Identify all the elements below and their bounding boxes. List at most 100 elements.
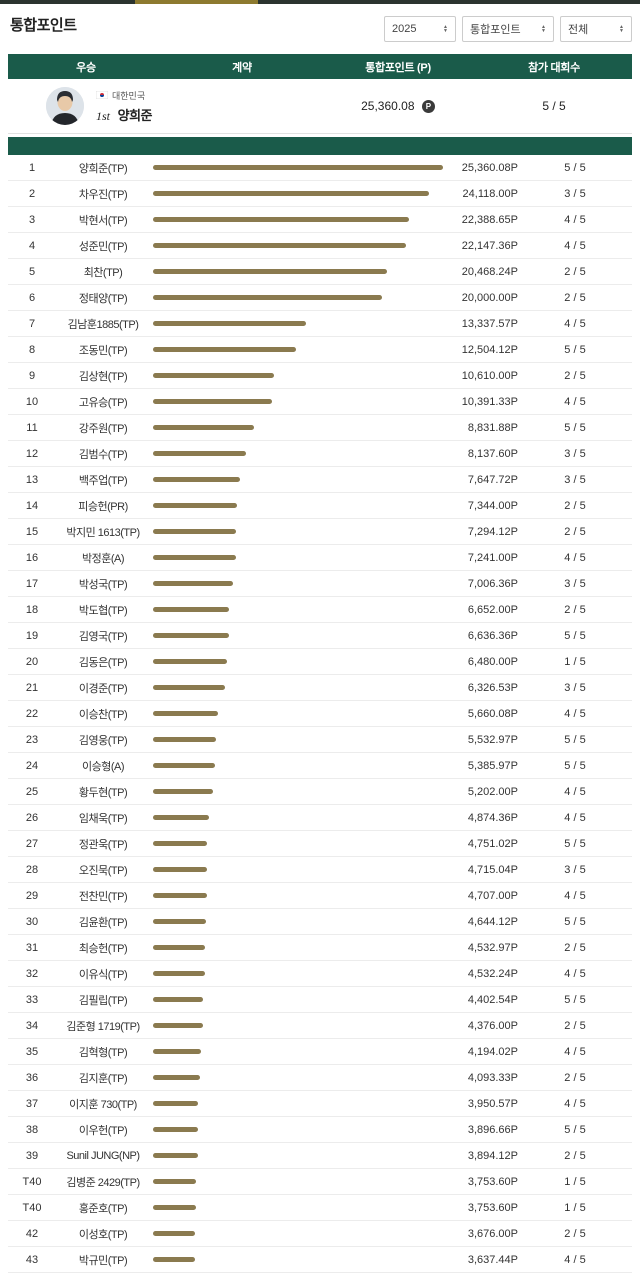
player-name-cell: 이유식(TP) [78,968,128,981]
points-cell: 7,344.00P [467,499,518,512]
player-name-cell: 최찬(TP) [83,266,123,279]
points-bar [153,789,213,794]
events-count-cell: 5 / 5 [564,993,586,1006]
player-name-cell: 김준형 1719(TP) [66,1020,140,1033]
rank-cell: 10 [25,395,39,408]
table-row: 37 이지훈 730(TP) 3,950.57P 4 / 5 [8,1091,632,1117]
points-bar [153,867,207,872]
events-count-cell: 5 / 5 [564,915,586,928]
points-bar-track [150,1153,452,1158]
events-count-cell: 4 / 5 [564,213,586,226]
points-cell: 22,388.65P [461,213,518,226]
player-name-cell: 박현서(TP) [78,214,128,227]
table-row: 22 이승찬(TP) 5,660.08P 4 / 5 [8,701,632,727]
points-cell: 6,326.53P [467,681,518,694]
points-cell: 3,637.44P [467,1253,518,1266]
points-bar [153,529,237,534]
top-nav-strip [0,0,640,4]
table-row: 10 고유승(TP) 10,391.33P 4 / 5 [8,389,632,415]
column-header-3: 참가 대회수 [528,61,580,74]
points-bar-track [150,243,452,248]
points-bar-track [150,399,452,404]
points-bar [153,685,226,690]
player-name-cell: 이승찬(TP) [78,708,128,721]
points-cell: 4,093.33P [467,1071,518,1084]
player-name-cell: 박성국(TP) [78,578,128,591]
rank-cell: 15 [25,525,39,538]
events-count-cell: 2 / 5 [564,265,586,278]
rank-cell: 28 [25,863,39,876]
player-name-cell: 박규민(TP) [78,1254,128,1267]
rank-cell: 24 [25,759,39,772]
points-cell: 4,874.36P [467,811,518,824]
featured-events-cell: 5 / 5 [542,99,566,113]
events-count-cell: 4 / 5 [564,889,586,902]
points-bar-track [150,347,452,352]
table-row: 3 박현서(TP) 22,388.65P 4 / 5 [8,207,632,233]
rank-cell: 32 [25,967,39,980]
events-count-cell: 1 / 5 [564,655,586,668]
filter-select-2[interactable]: 전체 ▲ ▼ [560,16,632,42]
events-count-cell: 2 / 5 [564,603,586,616]
points-cell: 3,753.60P [467,1175,518,1188]
points-bar-track [150,893,452,898]
events-count-cell: 4 / 5 [564,967,586,980]
table-row: 27 정관욱(TP) 4,751.02P 5 / 5 [8,831,632,857]
table-row: 19 김영국(TP) 6,636.36P 5 / 5 [8,623,632,649]
rank-cell: 14 [25,499,39,512]
events-count-cell: 5 / 5 [564,161,586,174]
player-name-cell: 김동은(TP) [78,656,128,669]
points-cell: 6,480.00P [467,655,518,668]
points-bar [153,711,218,716]
points-cell: 4,644.12P [467,915,518,928]
points-bar-track [150,1075,452,1080]
rank-cell: 21 [25,681,39,694]
player-name-cell: 이지훈 730(TP) [69,1098,137,1111]
player-name-cell: 정관욱(TP) [78,838,128,851]
events-count-cell: 5 / 5 [564,837,586,850]
filter-selected-value: 통합포인트 [470,24,521,36]
table-row: 34 김준형 1719(TP) 4,376.00P 2 / 5 [8,1013,632,1039]
table-row: 36 김지훈(TP) 4,093.33P 2 / 5 [8,1065,632,1091]
points-bar-track [150,1127,452,1132]
points-bar-track [150,217,452,222]
filter-select-1[interactable]: 통합포인트 ▲ ▼ [462,16,554,42]
ranking-list: 1 양희준(TP) 25,360.08P 5 / 5 2 차우진(TP) 24,118.00… [8,155,632,1273]
events-count-cell: 4 / 5 [564,239,586,252]
points-bar [153,763,215,768]
points-cell: 3,950.57P [467,1097,518,1110]
points-cell: 4,751.02P [467,837,518,850]
points-bar-track [150,581,452,586]
player-name-cell: 김병준 2429(TP) [66,1176,140,1189]
points-bar-track [150,425,452,430]
events-count-cell: 3 / 5 [564,681,586,694]
events-count-cell: 2 / 5 [564,1227,586,1240]
rank-cell: 43 [25,1253,39,1266]
player-name-cell: 최승헌(TP) [78,942,128,955]
points-bar-track [150,1101,452,1106]
country-label: 대한민국 [112,90,146,101]
rank-cell: 29 [25,889,39,902]
rank-cell: 18 [25,603,39,616]
rank-cell: 42 [25,1227,39,1240]
rank-cell: T40 [22,1201,42,1214]
points-bar [153,425,254,430]
points-cell: 3,896.66P [467,1123,518,1136]
player-name-cell: 김지훈(TP) [78,1072,128,1085]
points-bar-track [150,1023,452,1028]
player-name-cell: 김윤환(TP) [78,916,128,929]
table-row: 39 Sunil JUNG(NP) 3,894.12P 2 / 5 [8,1143,632,1169]
column-header-0: 우승 [76,61,96,74]
events-count-cell: 4 / 5 [564,317,586,330]
points-cell: 8,831.88P [467,421,518,434]
table-row: 13 백주업(TP) 7,647.72P 3 / 5 [8,467,632,493]
events-count-cell: 3 / 5 [564,473,586,486]
table-row: 30 김윤환(TP) 4,644.12P 5 / 5 [8,909,632,935]
featured-rank-label: 1st [96,108,111,123]
column-header-2: 통합포인트 (P) [365,61,431,74]
player-name-cell: 고유승(TP) [78,396,128,409]
filter-select-0[interactable]: 2025 ▲ ▼ [384,16,456,42]
events-count-cell: 3 / 5 [564,577,586,590]
table-row: 25 황두현(TP) 5,202.00P 4 / 5 [8,779,632,805]
events-count-cell: 5 / 5 [564,629,586,642]
